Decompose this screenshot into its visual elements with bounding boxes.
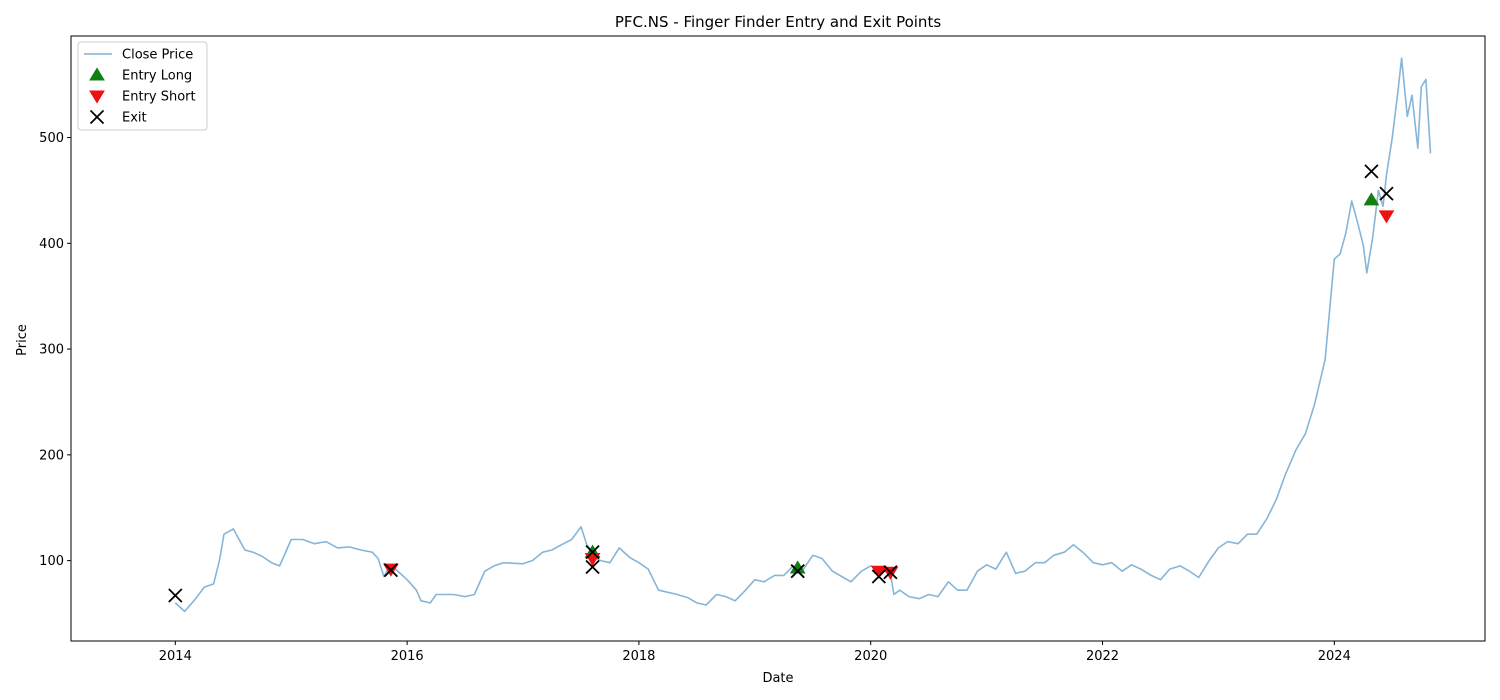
x-tick-label: 2020 (854, 649, 887, 664)
y-tick-label: 300 (39, 343, 64, 358)
exit-marker (585, 545, 600, 560)
exit-marker (383, 562, 399, 578)
exit-marker-stroke (383, 562, 399, 578)
exit-marker-stroke (871, 569, 886, 584)
exit-marker (1364, 164, 1379, 179)
x-tick-label: 2022 (1086, 649, 1119, 664)
legend: Close Price Entry Long Entry Short Exit (77, 41, 208, 131)
exit-marker-stroke (883, 565, 898, 580)
exit-marker-stroke (168, 588, 183, 603)
legend-short-swatch (89, 90, 105, 104)
legend-exit-swatch (89, 109, 105, 125)
legend-label: Entry Short (122, 90, 196, 105)
exit-marker-stroke (585, 545, 600, 560)
x-axis-label: Date (762, 671, 793, 686)
entry-short-marker (1378, 210, 1395, 224)
axes-frame (70, 35, 1486, 642)
exit-marker (790, 564, 805, 579)
exit-marker-stroke (1379, 186, 1394, 201)
exit-marker (585, 559, 600, 575)
y-axis-label: Price (15, 324, 30, 356)
legend-label: Exit (122, 111, 147, 126)
x-tick-label: 2016 (391, 649, 424, 664)
exit-marker (883, 565, 898, 580)
legend-label: Entry Long (122, 69, 192, 84)
exit-marker-stroke (790, 564, 805, 579)
exit-marker-stroke (1364, 164, 1379, 179)
x-tick-label: 2014 (159, 649, 192, 664)
exit-marker (1379, 186, 1394, 201)
x-tick-label: 2024 (1318, 649, 1351, 664)
legend-box (77, 41, 208, 131)
x-tick-label: 2018 (622, 649, 655, 664)
plot-area: 2014 2016 2018 2020 2022 2024 100 200 300 400 500 (39, 35, 1486, 664)
y-tick-label: 100 (39, 554, 64, 569)
y-tick-label: 200 (39, 448, 64, 463)
legend-long-swatch (89, 67, 105, 81)
legend-label: Close Price (122, 48, 193, 63)
exit-marker (168, 588, 183, 603)
chart-title: PFC.NS - Finger Finder Entry and Exit Po… (615, 13, 941, 31)
exit-marker-stroke (585, 559, 600, 575)
entry-long-marker (1363, 192, 1380, 206)
y-tick-label: 500 (39, 131, 64, 146)
exit-marker (871, 569, 886, 584)
y-tick-label: 400 (39, 237, 64, 252)
exit-marker-stroke (89, 109, 105, 125)
